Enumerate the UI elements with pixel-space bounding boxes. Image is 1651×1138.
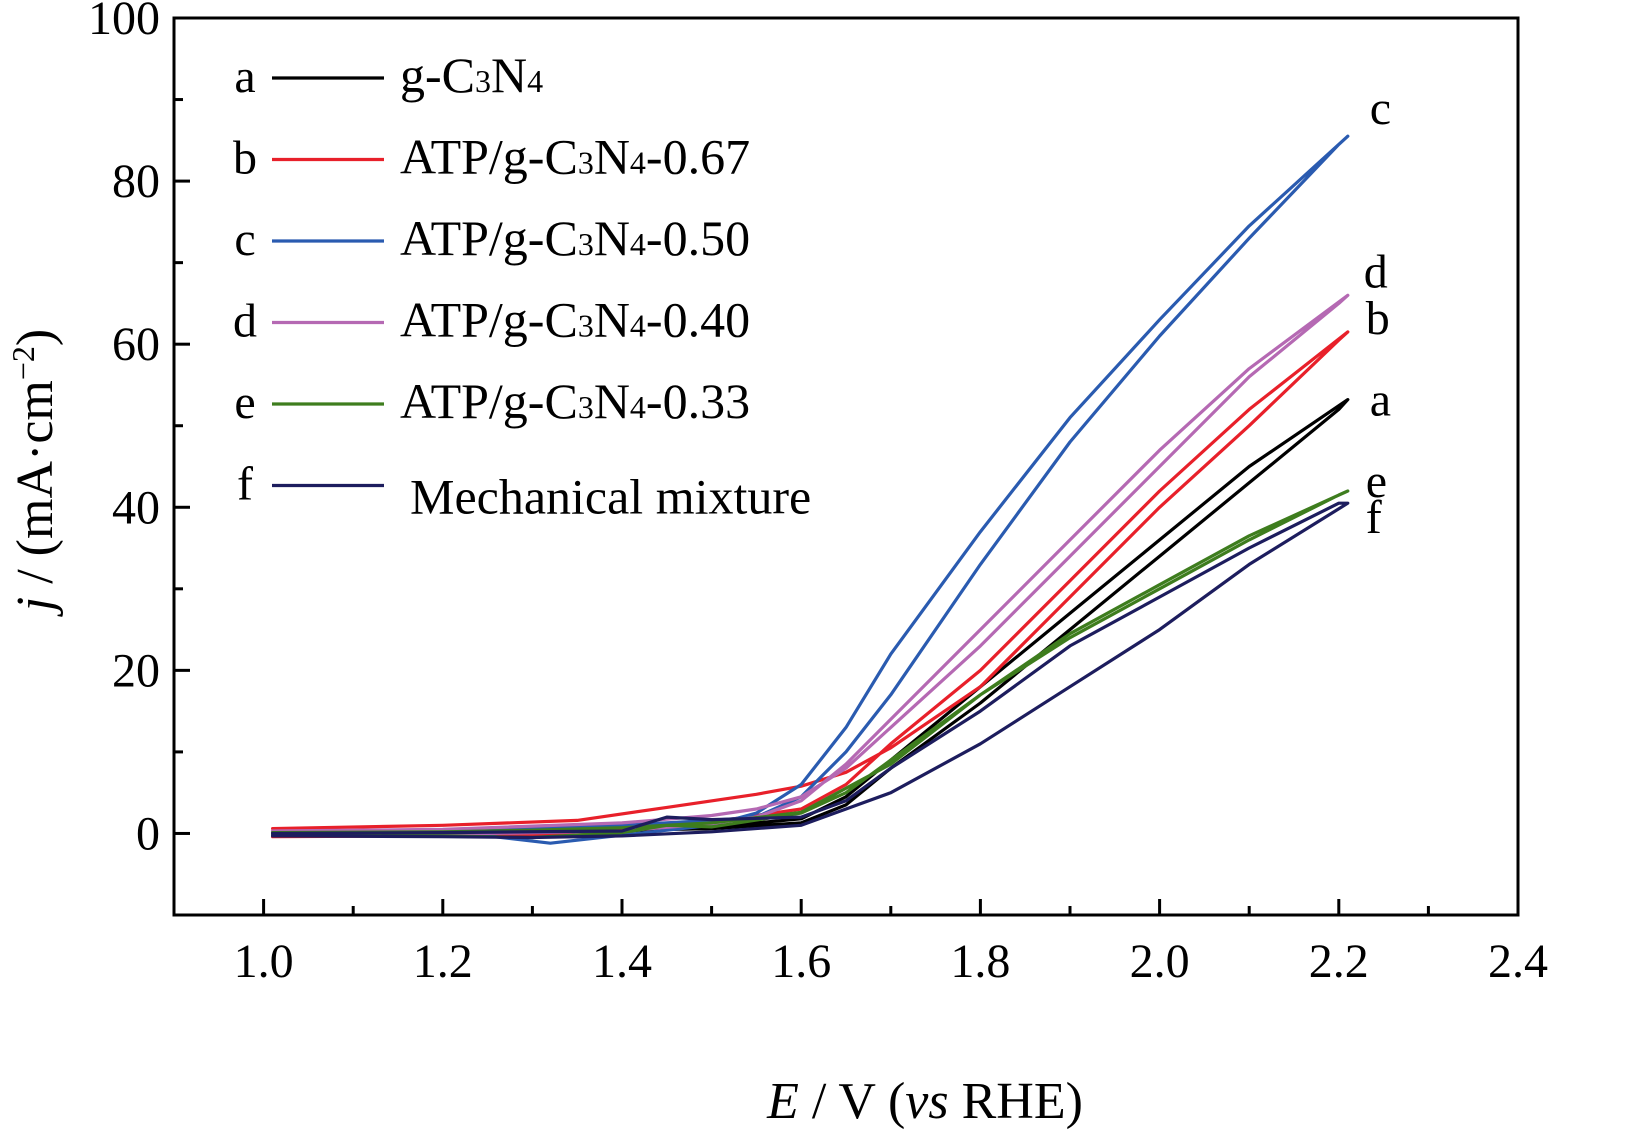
series-curves <box>271 134 1350 845</box>
legend-letter-e: e <box>234 376 255 429</box>
x-tick-label: 2.2 <box>1309 935 1369 988</box>
y-tick-label: 0 <box>136 807 160 860</box>
legend-letter-c: c <box>234 213 255 266</box>
y-axis-label: j / (mA·cm−2) <box>5 329 64 617</box>
x-tick-label: 2.0 <box>1130 935 1190 988</box>
end-label-e: e <box>1366 455 1387 508</box>
end-label-c: c <box>1370 82 1391 135</box>
y-axis-label-unit: / (mA·cm <box>7 380 64 597</box>
y-tick-label: 80 <box>112 155 160 208</box>
legend-label-d: ATP/g-C3N4-0.40 <box>400 292 750 348</box>
x-tick-label: 2.4 <box>1488 935 1548 988</box>
y-tick-label: 40 <box>112 481 160 534</box>
legend-letter-a: a <box>234 50 255 103</box>
end-label-d: d <box>1364 245 1388 298</box>
series-line-d <box>271 293 1350 837</box>
series-line-e <box>271 489 1350 840</box>
legend-label-f: Mechanical mixture <box>410 469 811 525</box>
plot-area-border <box>172 16 1520 917</box>
end-label-b: b <box>1366 292 1390 345</box>
x-axis-label-unit: / V ( <box>799 1073 905 1130</box>
end-label-f: f <box>1366 491 1382 544</box>
legend-label-c: ATP/g-C3N4-0.50 <box>400 210 750 266</box>
x-tick-label: 1.2 <box>413 935 473 988</box>
end-label-a: a <box>1370 374 1391 427</box>
x-tick-label: 1.4 <box>592 935 652 988</box>
x-axis-label-vs: vs <box>905 1073 948 1130</box>
x-tick-label: 1.0 <box>234 935 294 988</box>
x-axis-label: E / V (vs RHE) <box>766 1073 1083 1130</box>
legend-letter-d: d <box>233 295 257 348</box>
x-axis-label-ref: RHE) <box>949 1073 1083 1130</box>
x-axis: 1.0 1.2 1.4 1.6 1.8 2.0 2.2 2.4 <box>234 899 1548 988</box>
legend-label-e: ATP/g-C3N4-0.33 <box>400 373 750 429</box>
legend-label-b: ATP/g-C3N4-0.67 <box>400 129 750 185</box>
y-axis-label-exponent: −2 <box>5 346 41 380</box>
legend-label-a: g-C3N4 <box>400 47 543 103</box>
y-axis-label-symbol: j <box>7 597 64 617</box>
legend-letter-b: b <box>233 132 257 185</box>
series-line-f <box>271 501 1350 840</box>
plot-frame <box>172 16 1520 917</box>
y-tick-label: 60 <box>112 318 160 371</box>
x-tick-label: 1.8 <box>950 935 1010 988</box>
legend-letter-f: f <box>237 458 253 511</box>
legend: a g-C3N4 b ATP/g-C3N4-0.67 c ATP/g-C3N4-0.50 d… <box>233 47 811 525</box>
y-axis: 0 20 40 60 80 100 <box>88 0 190 860</box>
x-tick-label: 1.6 <box>771 935 831 988</box>
series-end-labels: ab c d ef <box>1364 82 1391 544</box>
y-tick-label: 20 <box>112 644 160 697</box>
x-axis-label-symbol: E <box>766 1073 799 1130</box>
y-axis-label-close: ) <box>7 329 64 346</box>
y-tick-label: 100 <box>88 0 160 45</box>
